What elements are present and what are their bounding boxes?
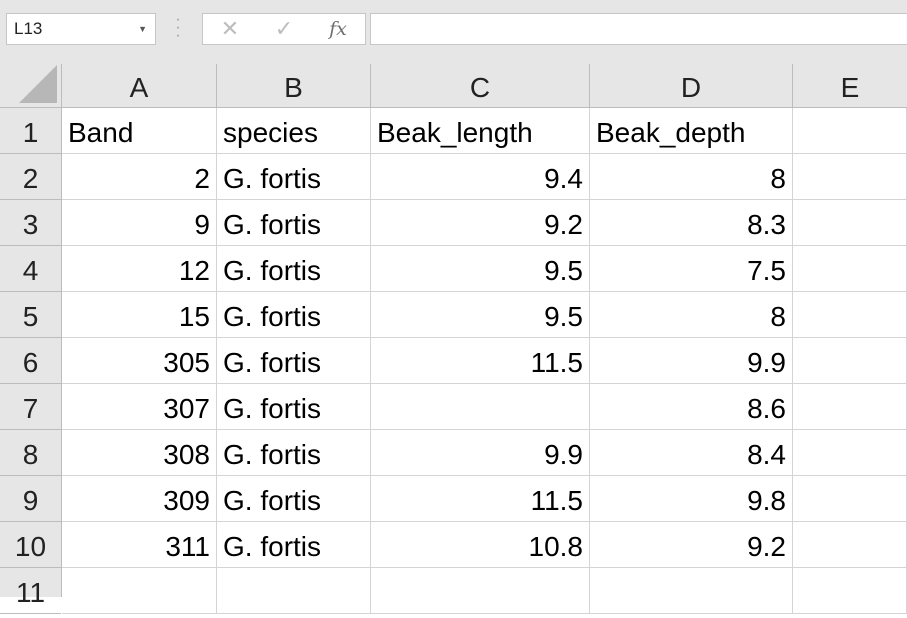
row-header[interactable]: 8 bbox=[0, 430, 61, 476]
column-headers: A B C D E bbox=[0, 64, 907, 108]
cell-c11[interactable] bbox=[371, 568, 590, 614]
row-header[interactable]: 2 bbox=[0, 154, 61, 200]
cell-grid: Band species Beak_length Beak_depth 2 G. fort… bbox=[62, 108, 907, 614]
cell-a5[interactable]: 15 bbox=[62, 292, 217, 338]
cell-e6[interactable] bbox=[793, 338, 907, 384]
cell-c5[interactable]: 9.5 bbox=[371, 292, 590, 338]
name-box[interactable]: L13 ▼ bbox=[6, 13, 156, 45]
cell-c2[interactable]: 9.4 bbox=[371, 154, 590, 200]
cell-d3[interactable]: 8.3 bbox=[590, 200, 793, 246]
cell-c7[interactable] bbox=[371, 384, 590, 430]
cell-e2[interactable] bbox=[793, 154, 907, 200]
cell-d11[interactable] bbox=[590, 568, 793, 614]
cell-b7[interactable]: G. fortis bbox=[217, 384, 371, 430]
row-headers: 1 2 3 4 5 6 7 8 9 10 11 bbox=[0, 108, 62, 614]
cell-d6[interactable]: 9.9 bbox=[590, 338, 793, 384]
more-options-icon[interactable]: · · · bbox=[175, 11, 181, 44]
cell-a9[interactable]: 309 bbox=[62, 476, 217, 522]
cell-b9[interactable]: G. fortis bbox=[217, 476, 371, 522]
name-box-value: L13 bbox=[14, 19, 43, 38]
cell-d4[interactable]: 7.5 bbox=[590, 246, 793, 292]
cell-a4[interactable]: 12 bbox=[62, 246, 217, 292]
cell-c1[interactable]: Beak_length bbox=[371, 108, 590, 154]
cell-a3[interactable]: 9 bbox=[62, 200, 217, 246]
cell-d5[interactable]: 8 bbox=[590, 292, 793, 338]
cell-c8[interactable]: 9.9 bbox=[371, 430, 590, 476]
column-header-b[interactable]: B bbox=[217, 64, 371, 107]
cell-d9[interactable]: 9.8 bbox=[590, 476, 793, 522]
select-all-triangle-icon bbox=[19, 65, 57, 103]
cell-d10[interactable]: 9.2 bbox=[590, 522, 793, 568]
cell-a7[interactable]: 307 bbox=[62, 384, 217, 430]
column-header-e[interactable]: E bbox=[840, 72, 860, 103]
row-header[interactable]: 11 bbox=[0, 568, 61, 614]
cell-b11[interactable] bbox=[217, 568, 371, 614]
row-header[interactable]: 10 bbox=[0, 522, 61, 568]
cell-b6[interactable]: G. fortis bbox=[217, 338, 371, 384]
row-header[interactable]: 4 bbox=[0, 246, 61, 292]
insert-function-icon[interactable]: fx bbox=[329, 18, 347, 40]
column-header-a[interactable]: A bbox=[62, 64, 217, 107]
cell-c4[interactable]: 9.5 bbox=[371, 246, 590, 292]
cell-d2[interactable]: 8 bbox=[590, 154, 793, 200]
cell-e3[interactable] bbox=[793, 200, 907, 246]
cell-b5[interactable]: G. fortis bbox=[217, 292, 371, 338]
row-header[interactable]: 7 bbox=[0, 384, 61, 430]
cell-b2[interactable]: G. fortis bbox=[217, 154, 371, 200]
row-header[interactable]: 1 bbox=[0, 108, 61, 154]
cell-c3[interactable]: 9.2 bbox=[371, 200, 590, 246]
cell-a10[interactable]: 311 bbox=[62, 522, 217, 568]
formula-buttons: ✕ ✓ fx bbox=[202, 13, 366, 45]
cell-d8[interactable]: 8.4 bbox=[590, 430, 793, 476]
cell-e9[interactable] bbox=[793, 476, 907, 522]
cell-e5[interactable] bbox=[793, 292, 907, 338]
cell-b8[interactable]: G. fortis bbox=[217, 430, 371, 476]
cell-e1[interactable] bbox=[793, 108, 907, 154]
cell-e7[interactable] bbox=[793, 384, 907, 430]
cell-b1[interactable]: species bbox=[217, 108, 371, 154]
select-all-button[interactable] bbox=[0, 64, 62, 107]
formula-input[interactable] bbox=[370, 13, 907, 45]
row-header[interactable]: 6 bbox=[0, 338, 61, 384]
cell-e10[interactable] bbox=[793, 522, 907, 568]
cell-b4[interactable]: G. fortis bbox=[217, 246, 371, 292]
formula-bar-area: L13 ▼ · · · ✕ ✓ fx bbox=[0, 0, 907, 64]
enter-icon[interactable]: ✓ bbox=[274, 16, 294, 41]
cell-a8[interactable]: 308 bbox=[62, 430, 217, 476]
cell-b10[interactable]: G. fortis bbox=[217, 522, 371, 568]
cell-a2[interactable]: 2 bbox=[62, 154, 217, 200]
cell-c9[interactable]: 11.5 bbox=[371, 476, 590, 522]
cell-e4[interactable] bbox=[793, 246, 907, 292]
cell-d7[interactable]: 8.6 bbox=[590, 384, 793, 430]
column-header-d[interactable]: D bbox=[590, 64, 793, 107]
row-header[interactable]: 3 bbox=[0, 200, 61, 246]
cell-c6[interactable]: 11.5 bbox=[371, 338, 590, 384]
cell-a11[interactable] bbox=[62, 568, 217, 614]
row-header[interactable]: 9 bbox=[0, 476, 61, 522]
cell-a6[interactable]: 305 bbox=[62, 338, 217, 384]
cancel-icon[interactable]: ✕ bbox=[220, 16, 240, 41]
cell-b3[interactable]: G. fortis bbox=[217, 200, 371, 246]
column-header-c[interactable]: C bbox=[371, 64, 590, 107]
cell-c10[interactable]: 10.8 bbox=[371, 522, 590, 568]
cell-e8[interactable] bbox=[793, 430, 907, 476]
cell-d1[interactable]: Beak_depth bbox=[590, 108, 793, 154]
cell-e11[interactable] bbox=[793, 568, 907, 614]
cell-a1[interactable]: Band bbox=[62, 108, 217, 154]
chevron-down-icon[interactable]: ▼ bbox=[138, 24, 147, 34]
row-header[interactable]: 5 bbox=[0, 292, 61, 338]
